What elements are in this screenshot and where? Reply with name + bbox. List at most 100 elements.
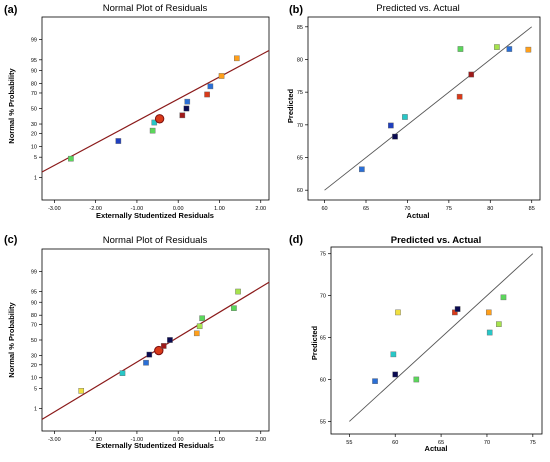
highlighted-point — [154, 345, 164, 356]
y-tick-label: 70 — [31, 91, 37, 97]
x-tick-label: 60 — [392, 440, 398, 446]
x-axis-label: Externally Studentized Residuals — [96, 211, 214, 220]
data-point — [454, 306, 461, 312]
data-point — [390, 351, 397, 358]
plot-area: -3.00 -2.00 -1.00 0.00 1.00 2.00 1 5 10 20 30 50 70 8… — [31, 16, 270, 212]
plot-frame — [330, 246, 543, 435]
panel-b: (b) Predicted vs. Actual Actual Predicte… — [286, 3, 541, 220]
chart-title: Predicted vs. Actual — [391, 235, 481, 246]
data-point — [160, 343, 167, 349]
x-axis-label: Actual — [407, 211, 430, 220]
x-tick-label: 75 — [530, 440, 536, 446]
data-point — [496, 321, 502, 327]
data-point — [199, 315, 205, 322]
highlighted-point — [154, 114, 165, 124]
y-tick-label: 1 — [34, 175, 37, 181]
data-point — [204, 91, 210, 98]
fit-line — [41, 49, 270, 173]
plot-area: -3.00 -2.00 -1.00 0.00 1.00 2.00 1 5 10 20 30 50 70 8… — [31, 248, 270, 443]
y-tick-label: 30 — [31, 122, 37, 128]
y-tick-label: 20 — [31, 363, 37, 369]
data-point — [372, 378, 378, 384]
y-tick-label: 10 — [31, 376, 37, 382]
data-point — [78, 388, 85, 394]
y-tick-label: 99 — [31, 269, 37, 275]
data-point — [167, 337, 173, 343]
data-point — [218, 73, 225, 79]
x-tick-label: 80 — [487, 206, 493, 212]
panel-tag: (a) — [4, 4, 18, 16]
data-point — [494, 44, 500, 50]
y-tick-label: 20 — [31, 131, 37, 137]
x-axis-label: Actual — [425, 444, 448, 453]
data-point — [525, 46, 532, 53]
data-point — [395, 309, 401, 316]
data-point — [402, 114, 408, 120]
panel-c: (c) Normal Plot of Residuals Externally … — [4, 234, 270, 450]
data-point — [184, 98, 191, 105]
chart-title: Normal Plot of Residuals — [103, 235, 208, 246]
y-tick-label: 65 — [297, 156, 303, 162]
y-tick-label: 50 — [31, 338, 37, 344]
data-point — [183, 105, 190, 112]
panel-tag: (d) — [289, 234, 303, 246]
panel-tag: (b) — [289, 4, 303, 16]
plot-area: 55 60 65 70 75 55 60 65 70 75 — [320, 246, 543, 446]
y-tick-label: 80 — [31, 82, 37, 88]
y-tick-label: 50 — [31, 107, 37, 113]
y-axis-label: Normal % Probability — [7, 67, 16, 143]
x-tick-label: 65 — [438, 440, 444, 446]
data-point — [457, 46, 464, 52]
x-tick-label: 1.00 — [214, 206, 225, 212]
x-tick-label: -2.00 — [89, 437, 102, 443]
x-tick-label: 2.00 — [255, 206, 266, 212]
y-tick-label: 80 — [297, 57, 303, 63]
data-point — [392, 133, 398, 140]
y-tick-label: 70 — [297, 123, 303, 129]
x-axis-label: Externally Studentized Residuals — [96, 441, 214, 450]
plot-area: 60 65 70 75 80 85 60 65 70 75 80 85 — [297, 16, 541, 212]
plot-frame — [307, 16, 541, 201]
chart-title: Normal Plot of Residuals — [103, 3, 208, 14]
x-tick-label: 60 — [322, 206, 328, 212]
data-point — [196, 323, 203, 330]
x-tick-label: 70 — [404, 206, 410, 212]
x-tick-label: 85 — [529, 206, 535, 212]
data-point — [234, 55, 240, 62]
y-tick-label: 5 — [34, 386, 37, 392]
data-point — [486, 329, 493, 336]
data-point — [413, 376, 420, 383]
data-point — [207, 83, 214, 90]
chart-title: Predicted vs. Actual — [376, 3, 459, 14]
y-tick-label: 65 — [320, 336, 326, 342]
x-tick-label: 55 — [346, 440, 352, 446]
data-point — [149, 127, 156, 134]
panel-tag: (c) — [4, 234, 18, 246]
data-point — [193, 330, 200, 337]
y-tick-label: 1 — [34, 407, 37, 413]
y-tick-label: 80 — [31, 313, 37, 319]
panel-a: (a) Normal Plot of Residuals Externally … — [4, 3, 270, 220]
y-tick-label: 90 — [31, 300, 37, 306]
y-tick-label: 60 — [297, 188, 303, 194]
x-tick-label: 65 — [363, 206, 369, 212]
y-axis-label: Predicted — [310, 325, 319, 360]
data-point — [143, 359, 149, 366]
x-tick-label: 0.00 — [173, 437, 184, 443]
y-tick-label: 75 — [320, 252, 326, 258]
data-point — [392, 371, 399, 378]
x-tick-label: -3.00 — [48, 437, 61, 443]
x-tick-label: -1.00 — [131, 206, 144, 212]
y-tick-label: 5 — [34, 155, 37, 161]
data-point — [468, 71, 475, 78]
data-point — [179, 112, 186, 119]
x-tick-label: 75 — [446, 206, 452, 212]
data-point — [456, 93, 463, 100]
data-point — [119, 370, 126, 376]
y-axis-label: Predicted — [286, 88, 295, 123]
x-tick-label: 70 — [484, 440, 490, 446]
y-tick-label: 70 — [320, 294, 326, 300]
